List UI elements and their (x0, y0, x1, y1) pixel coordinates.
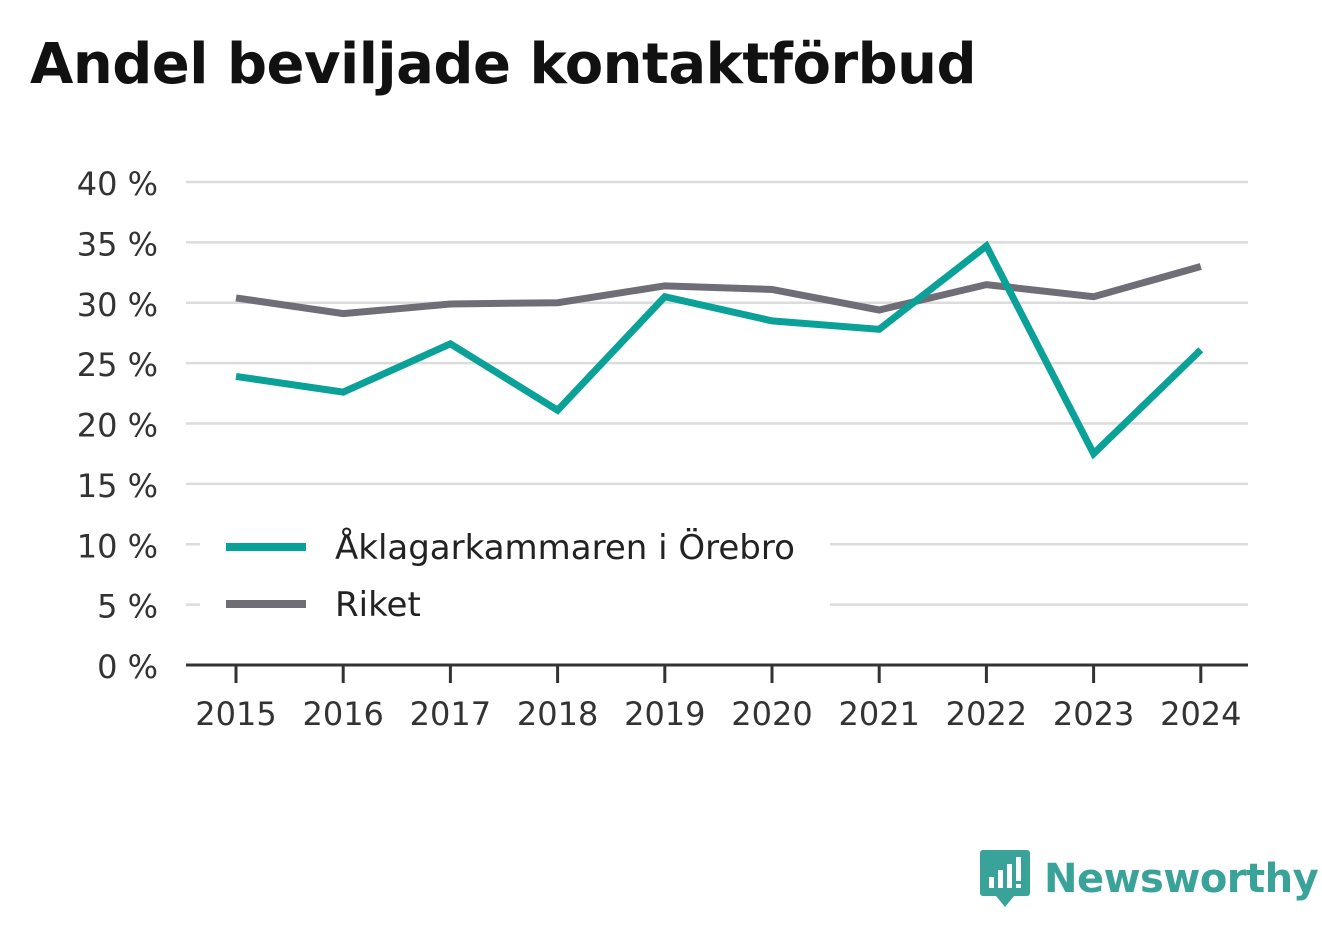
x-tick-label: 2024 (1160, 695, 1241, 733)
legend-label: Riket (335, 585, 421, 625)
x-tick-label: 2022 (946, 695, 1027, 733)
newsworthy-logo-icon (980, 850, 1030, 907)
y-axis-ticks: 0 % 5 % 10 % 15 % 20 % 25 % 30 % 35 % 40 % (77, 165, 158, 686)
y-tick-label: 0 % (97, 648, 158, 686)
x-tick-label: 2018 (517, 695, 598, 733)
x-tick-label: 2017 (410, 695, 491, 733)
series-lines (235, 240, 1204, 460)
y-tick-label: 30 % (77, 286, 158, 324)
series-line-0 (235, 240, 1204, 460)
brand-name: Newsworthy (1044, 856, 1319, 902)
y-tick-label: 25 % (77, 346, 158, 384)
y-tick-label: 40 % (77, 165, 158, 203)
chart-title: Andel beviljade kontaktförbud (30, 32, 977, 97)
x-tick-label: 2020 (731, 695, 812, 733)
x-tick-label: 2016 (302, 695, 383, 733)
y-tick-label: 35 % (77, 225, 158, 263)
series-line-1 (235, 263, 1202, 318)
x-axis-ticks: 2015 2016 2017 2018 2019 2020 2021 2022 2023 2024 (195, 665, 1242, 733)
y-tick-label: 10 % (77, 527, 158, 565)
y-tick-label: 15 % (77, 467, 158, 505)
y-tick-label: 20 % (77, 407, 158, 445)
legend-label: Åklagarkammaren i Örebro (335, 527, 795, 568)
legend-background (200, 520, 830, 630)
x-tick-label: 2023 (1053, 695, 1134, 733)
x-tick-label: 2019 (624, 695, 705, 733)
brand: Newsworthy (980, 850, 1319, 908)
x-tick-label: 2021 (838, 695, 919, 733)
legend: Åklagarkammaren i Örebro Riket (200, 520, 830, 630)
x-tick-label: 2015 (195, 695, 276, 733)
y-tick-label: 5 % (97, 588, 158, 626)
